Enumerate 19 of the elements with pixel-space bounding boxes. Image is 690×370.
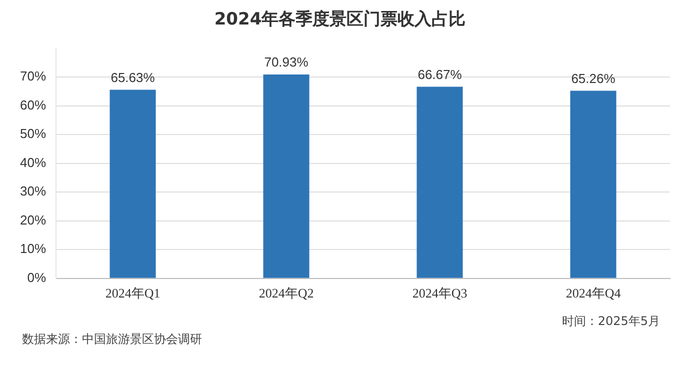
source-note: 数据来源：中国旅游景区协会调研: [22, 332, 202, 346]
chart-title: 2024年各季度景区门票收入占比: [214, 10, 466, 30]
x-tick-label: 2024年Q3: [412, 286, 468, 301]
y-tick-label: 50%: [20, 126, 46, 142]
x-tick-label: 2024年Q2: [258, 286, 314, 301]
y-tick-label: 40%: [20, 154, 46, 170]
y-tick-label: 30%: [20, 184, 46, 199]
y-tick-label: 70%: [20, 68, 46, 84]
y-tick-label: 20%: [20, 212, 46, 228]
data-label: 65.63%: [110, 70, 156, 85]
y-tick-label: 10%: [20, 241, 46, 256]
data-label: 65.26%: [571, 70, 616, 86]
text: 时间：2025年5月: [562, 314, 660, 328]
x-tick-label: 2024年Q1: [105, 286, 160, 301]
y-tick-label: 60%: [20, 97, 46, 112]
x-tick-label: 2024年Q4: [566, 286, 622, 301]
y-tick-label: 0%: [27, 270, 46, 285]
data-label: 70.93%: [264, 54, 309, 70]
data-label: 66.67%: [418, 66, 462, 82]
